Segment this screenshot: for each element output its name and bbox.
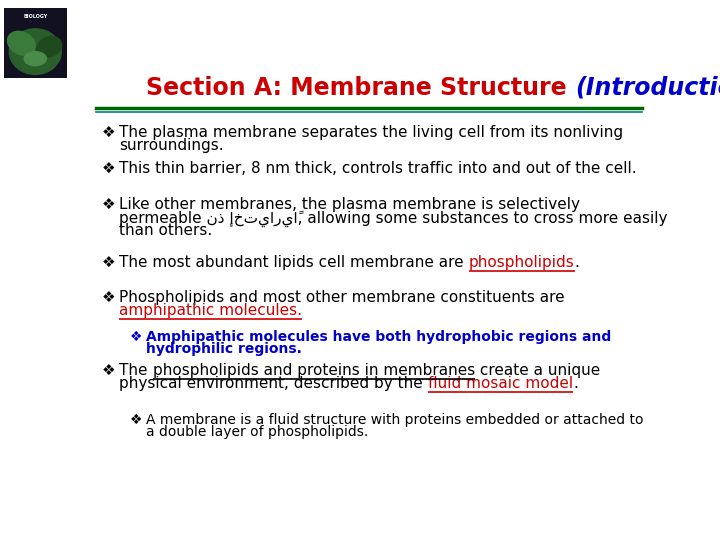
Text: surroundings.: surroundings. (120, 138, 224, 153)
Text: physical environment, described by the: physical environment, described by the (120, 376, 428, 391)
Text: Amphipathic molecules have both hydrophobic regions and: Amphipathic molecules have both hydropho… (145, 330, 611, 343)
Text: .: . (575, 255, 580, 270)
Ellipse shape (24, 52, 46, 66)
Text: (Introduction): (Introduction) (575, 76, 720, 100)
Text: amphipathic molecules.: amphipathic molecules. (120, 303, 302, 318)
Ellipse shape (37, 37, 62, 57)
Text: .: . (573, 376, 578, 391)
Ellipse shape (7, 31, 35, 55)
Text: ❖: ❖ (130, 330, 143, 343)
Text: The most abundant lipids cell membrane are: The most abundant lipids cell membrane a… (120, 255, 469, 270)
Text: This thin barrier, 8 nm thick, controls traffic into and out of the cell.: This thin barrier, 8 nm thick, controls … (120, 161, 637, 176)
Text: ❖: ❖ (102, 289, 115, 305)
Text: Section A: Membrane Structure: Section A: Membrane Structure (145, 76, 575, 100)
Text: The: The (120, 363, 153, 378)
Text: The plasma membrane separates the living cell from its nonliving: The plasma membrane separates the living… (120, 125, 624, 140)
Text: a double layer of phospholipids.: a double layer of phospholipids. (145, 425, 368, 439)
Text: A membrane is a fluid structure with proteins embedded or attached to: A membrane is a fluid structure with pro… (145, 413, 643, 427)
Text: Phospholipids and most other membrane constituents are: Phospholipids and most other membrane co… (120, 289, 565, 305)
Text: fluid mosaic model: fluid mosaic model (428, 376, 573, 391)
Text: ❖: ❖ (102, 161, 115, 176)
Text: permeable نذ إختيارياً, allowing some substances to cross more easily: permeable نذ إختيارياً, allowing some su… (120, 211, 668, 227)
Text: ❖: ❖ (102, 125, 115, 140)
Text: ❖: ❖ (102, 197, 115, 212)
Text: ❖: ❖ (130, 413, 143, 427)
Text: hydrophilic regions.: hydrophilic regions. (145, 342, 302, 356)
Text: than others.: than others. (120, 224, 212, 239)
Text: ❖: ❖ (102, 363, 115, 378)
Text: create a unique: create a unique (475, 363, 600, 378)
Text: phospholipids: phospholipids (469, 255, 575, 270)
Text: BIOLOGY: BIOLOGY (23, 14, 48, 19)
Text: phospholipids and proteins in membranes: phospholipids and proteins in membranes (153, 363, 475, 378)
Ellipse shape (9, 29, 61, 75)
Text: ❖: ❖ (102, 255, 115, 270)
Text: Like other membranes, the plasma membrane is selectively: Like other membranes, the plasma membran… (120, 197, 580, 212)
